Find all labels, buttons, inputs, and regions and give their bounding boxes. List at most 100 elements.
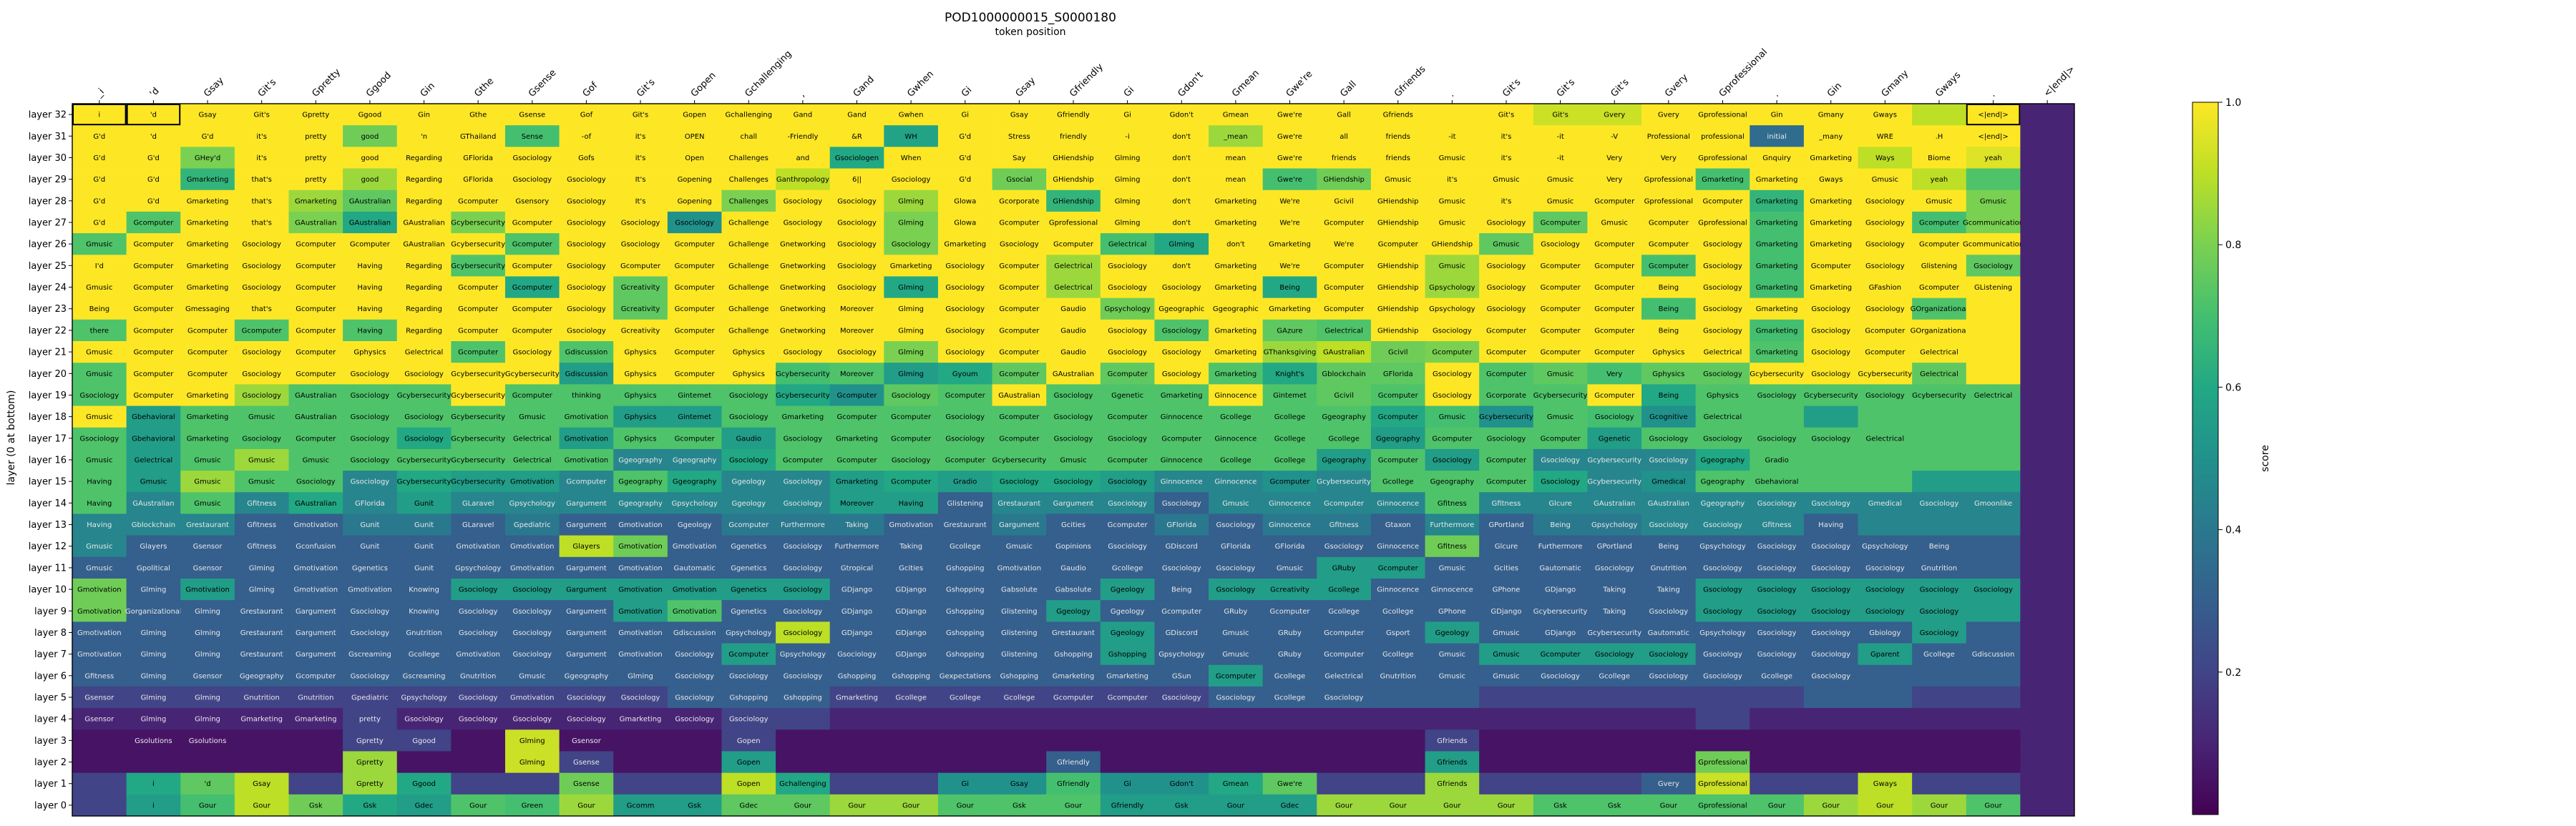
heatmap-cell [1154,319,1209,342]
cell-label: Gsociology [1811,564,1850,572]
heatmap-cell [2020,772,2075,795]
heatmap-cell [1370,427,1425,450]
heatmap-cell [1912,664,1967,687]
heatmap-cell [1912,471,1967,493]
heatmap-cell [559,341,614,363]
cell-label: Gopening [678,176,712,184]
heatmap-cell [288,405,343,428]
heatmap-cell [776,319,831,342]
heatmap-cell [1587,125,1642,147]
cell-label: Gsk [688,802,701,810]
cell-label: Gour [469,802,487,810]
cell-label: Gsociology [1920,629,1959,637]
cell-label: We're [1279,220,1299,227]
cell-label: Gmusic [86,241,112,249]
cell-label: Gpretty [356,759,384,767]
cell-label: Gour [253,802,271,810]
cell-label: GDjango [896,608,927,616]
heatmap-cell [1262,255,1317,277]
cell-label: Gsociology [242,435,281,443]
heatmap-cell [1046,405,1101,428]
heatmap-cell [613,104,668,126]
cell-label: Gmarketing [944,241,986,249]
cell-label: Gmarketing [1106,672,1148,680]
heatmap-cell [776,233,831,255]
heatmap-cell [1858,729,1913,752]
heatmap-cell [884,708,939,730]
heatmap-cell [451,104,506,126]
cell-label: Ginnocence [1377,586,1419,594]
heatmap-cell [126,384,181,406]
heatmap-cell [829,233,884,255]
heatmap-cell [937,708,992,730]
heatmap-cell [234,147,289,169]
cell-label: Gmarketing [1756,241,1798,249]
cell-label: Gcomputer [296,435,336,443]
heatmap-cell [667,147,722,169]
heatmap-cell [776,384,831,406]
cell-label: Gsociology [459,586,498,594]
heatmap-cell [1695,211,1750,234]
cell-label: Gsociology [729,672,769,680]
heatmap-cell [884,147,939,169]
heatmap-cell [1641,708,1697,730]
cell-label: Gcybersecurity [1533,608,1588,616]
cell-label: Gcomputer [891,435,932,443]
y-tick-label: layer 12 [29,541,67,552]
cell-label: Gmarketing [1215,349,1257,357]
cell-label: Gsociology [1216,586,1256,594]
heatmap-cell [1425,211,1480,234]
heatmap-cell [1046,233,1101,255]
heatmap-cell [451,729,506,752]
cell-label: Gcomputer [512,241,553,249]
cell-label: Gmarketing [1810,220,1852,227]
heatmap-cell [1154,190,1209,212]
cell-label: Gcivil [1334,197,1354,205]
heatmap-cell [343,168,398,191]
cell-label: Gmarketing [295,716,337,724]
cell-label: Gmarketing [836,435,878,443]
cell-label: Gopen [737,759,761,767]
cell-label: Ginnocence [1431,586,1473,594]
heatmap-cell [1370,190,1425,212]
cell-label: Gsociology [459,694,498,702]
cell-label: Having [87,478,112,486]
cell-label: Regarding [406,305,442,313]
heatmap-cell [1046,708,1101,730]
cell-label: Gsociology [351,629,390,637]
heatmap-cell [1209,276,1264,299]
heatmap-cell [1695,125,1750,147]
cell-label: Ginnocence [1269,521,1311,529]
heatmap-cell [504,448,560,471]
cell-label: Ggeology [732,500,766,508]
cell-label: Gmusic [194,500,220,508]
heatmap-cell [559,147,614,169]
heatmap-cell [1750,729,1805,752]
cell-label: GListening [1974,284,2012,292]
cell-label: Gsociology [351,672,390,680]
cell-label: Gcomputer [133,392,174,400]
heatmap-cell [1100,363,1155,385]
heatmap-cell [1262,125,1317,147]
cell-label: Being [1659,284,1679,292]
cell-label: Gsociology [79,392,119,400]
cell-label: Gcybersecurity [1533,392,1588,400]
cell-label: Gargument [296,608,336,616]
heatmap-cell [72,319,127,342]
heatmap-cell [1641,276,1697,299]
cell-label: GFlorida [463,154,493,162]
cell-label: Gopen [737,737,761,745]
cell-label: G'd [959,133,971,141]
heatmap-cell [1154,751,1209,774]
cell-label: Glming [141,586,167,594]
cell-label: Gsociology [1757,543,1797,551]
cell-label: i [152,780,155,788]
heatmap-cell [559,427,614,450]
heatmap-cell [1803,427,1858,450]
cell-label: GAustralian [349,220,391,227]
cell-label: Gmotivation [294,521,338,529]
cell-label: Gmarketing [1215,370,1257,378]
heatmap-cell [1641,729,1697,752]
heatmap-cell [884,341,939,363]
heatmap-cell [1425,168,1480,191]
